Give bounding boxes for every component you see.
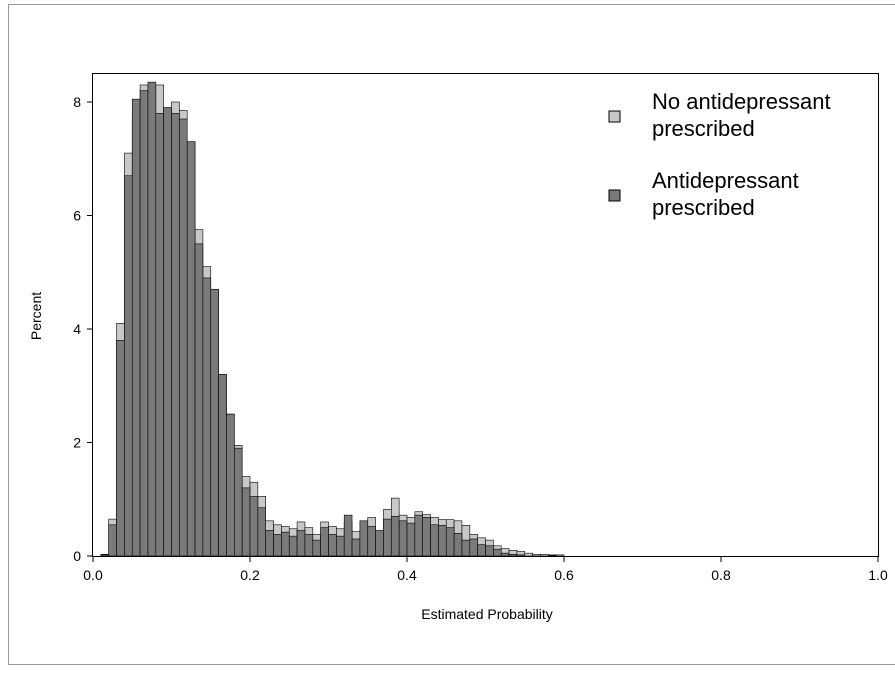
legend-swatch-no-antidepressant bbox=[608, 110, 621, 123]
bar-antidepressant-bin-31 bbox=[336, 535, 345, 557]
bar-antidepressant-bin-6 bbox=[139, 90, 149, 557]
bar-antidepressant-bin-14 bbox=[202, 277, 212, 557]
bar-antidepressant-bin-52 bbox=[500, 552, 510, 557]
x-tick-label: 0.0 bbox=[83, 567, 103, 583]
bar-antidepressant-bin-44 bbox=[438, 525, 447, 557]
x-tick-label: 0.6 bbox=[554, 567, 574, 583]
bar-antidepressant-bin-25 bbox=[288, 535, 298, 557]
bar-antidepressant-bin-29 bbox=[320, 527, 329, 557]
x-tick-label: 0.8 bbox=[711, 567, 731, 583]
bar-antidepressant-bin-36 bbox=[375, 530, 384, 557]
bar-antidepressant-bin-13 bbox=[194, 243, 204, 557]
bar-no-antidepressant-bin-57 bbox=[540, 553, 549, 557]
bar-antidepressant-bin-2 bbox=[108, 524, 117, 557]
bar-antidepressant-bin-7 bbox=[147, 81, 157, 557]
bar-antidepressant-bin-10 bbox=[171, 113, 180, 557]
bar-antidepressant-bin-22 bbox=[265, 530, 274, 557]
bar-antidepressant-bin-30 bbox=[328, 534, 337, 557]
bar-antidepressant-bin-49 bbox=[477, 544, 486, 557]
bar-antidepressant-bin-26 bbox=[296, 530, 306, 557]
bar-antidepressant-bin-21 bbox=[257, 507, 267, 557]
bar-antidepressant-bin-27 bbox=[304, 534, 314, 557]
bar-antidepressant-bin-45 bbox=[445, 527, 455, 557]
bar-antidepressant-bin-20 bbox=[249, 496, 259, 557]
bar-antidepressant-bin-40 bbox=[406, 522, 416, 557]
y-tick-label: 4 bbox=[73, 321, 81, 337]
series-antidepressant-bars bbox=[100, 81, 557, 557]
bar-no-antidepressant-bin-59 bbox=[555, 554, 565, 557]
x-tick-label: 0.2 bbox=[240, 567, 260, 583]
bar-antidepressant-bin-32 bbox=[343, 514, 353, 557]
legend-label-line2: prescribed bbox=[652, 195, 755, 220]
bar-antidepressant-bin-8 bbox=[155, 113, 164, 557]
legend: No antidepressantprescribedAntidepressan… bbox=[608, 89, 831, 220]
bar-no-antidepressant-bin-55 bbox=[524, 552, 533, 557]
bar-antidepressant-bin-3 bbox=[116, 340, 125, 557]
y-tick-label: 2 bbox=[73, 435, 81, 451]
bar-antidepressant-bin-4 bbox=[124, 175, 133, 557]
legend-label-line1: No antidepressant bbox=[652, 89, 831, 114]
bar-antidepressant-bin-23 bbox=[273, 534, 282, 557]
bar-antidepressant-bin-33 bbox=[351, 538, 361, 557]
bar-antidepressant-bin-17 bbox=[226, 413, 235, 557]
bar-antidepressant-bin-46 bbox=[453, 532, 463, 557]
bar-antidepressant-bin-12 bbox=[186, 141, 196, 557]
bar-antidepressant-bin-51 bbox=[493, 548, 502, 557]
axes: 0.0 0.2 0.4 0.6 0.8 1.0 0 2 4 6 8 bbox=[73, 94, 888, 583]
bar-antidepressant-bin-11 bbox=[179, 118, 188, 557]
legend-swatch-antidepressant bbox=[608, 189, 621, 202]
bar-antidepressant-bin-37 bbox=[383, 518, 392, 557]
bar-antidepressant-bin-28 bbox=[312, 539, 321, 557]
bar-antidepressant-bin-48 bbox=[469, 538, 478, 557]
bar-antidepressant-bin-54 bbox=[516, 554, 526, 557]
bar-antidepressant-bin-53 bbox=[508, 553, 518, 557]
x-tick-label: 0.4 bbox=[397, 567, 417, 583]
bar-antidepressant-bin-5 bbox=[131, 98, 141, 557]
bar-antidepressant-bin-34 bbox=[359, 520, 369, 557]
y-tick-label: 0 bbox=[73, 548, 81, 564]
bar-antidepressant-bin-35 bbox=[367, 526, 376, 557]
bar-antidepressant-bin-18 bbox=[234, 447, 243, 557]
bar-no-antidepressant-bin-56 bbox=[532, 553, 541, 557]
legend-label-line1: Antidepressant bbox=[652, 168, 799, 193]
bar-antidepressant-bin-58 bbox=[547, 555, 557, 557]
x-axis-label: Estimated Probability bbox=[421, 606, 553, 622]
bar-antidepressant-bin-15 bbox=[210, 288, 219, 557]
x-tick-label: 1.0 bbox=[868, 567, 888, 583]
bar-antidepressant-bin-1 bbox=[100, 554, 109, 557]
figure-frame bbox=[8, 4, 895, 665]
bar-antidepressant-bin-39 bbox=[398, 520, 408, 557]
bar-antidepressant-bin-47 bbox=[461, 539, 471, 557]
y-axis-label: Percent bbox=[28, 292, 44, 340]
bar-antidepressant-bin-38 bbox=[390, 515, 400, 557]
bar-antidepressant-bin-41 bbox=[414, 514, 424, 557]
bar-antidepressant-bin-16 bbox=[218, 374, 227, 557]
bar-antidepressant-bin-50 bbox=[485, 545, 494, 557]
y-tick-label: 8 bbox=[73, 94, 81, 110]
bar-antidepressant-bin-43 bbox=[430, 524, 439, 557]
bar-antidepressant-bin-42 bbox=[422, 517, 431, 557]
y-tick-label: 6 bbox=[73, 208, 81, 224]
bar-antidepressant-bin-9 bbox=[163, 107, 172, 557]
legend-label-line2: prescribed bbox=[652, 116, 755, 141]
bar-antidepressant-bin-19 bbox=[241, 487, 251, 557]
bar-antidepressant-bin-24 bbox=[281, 531, 290, 557]
